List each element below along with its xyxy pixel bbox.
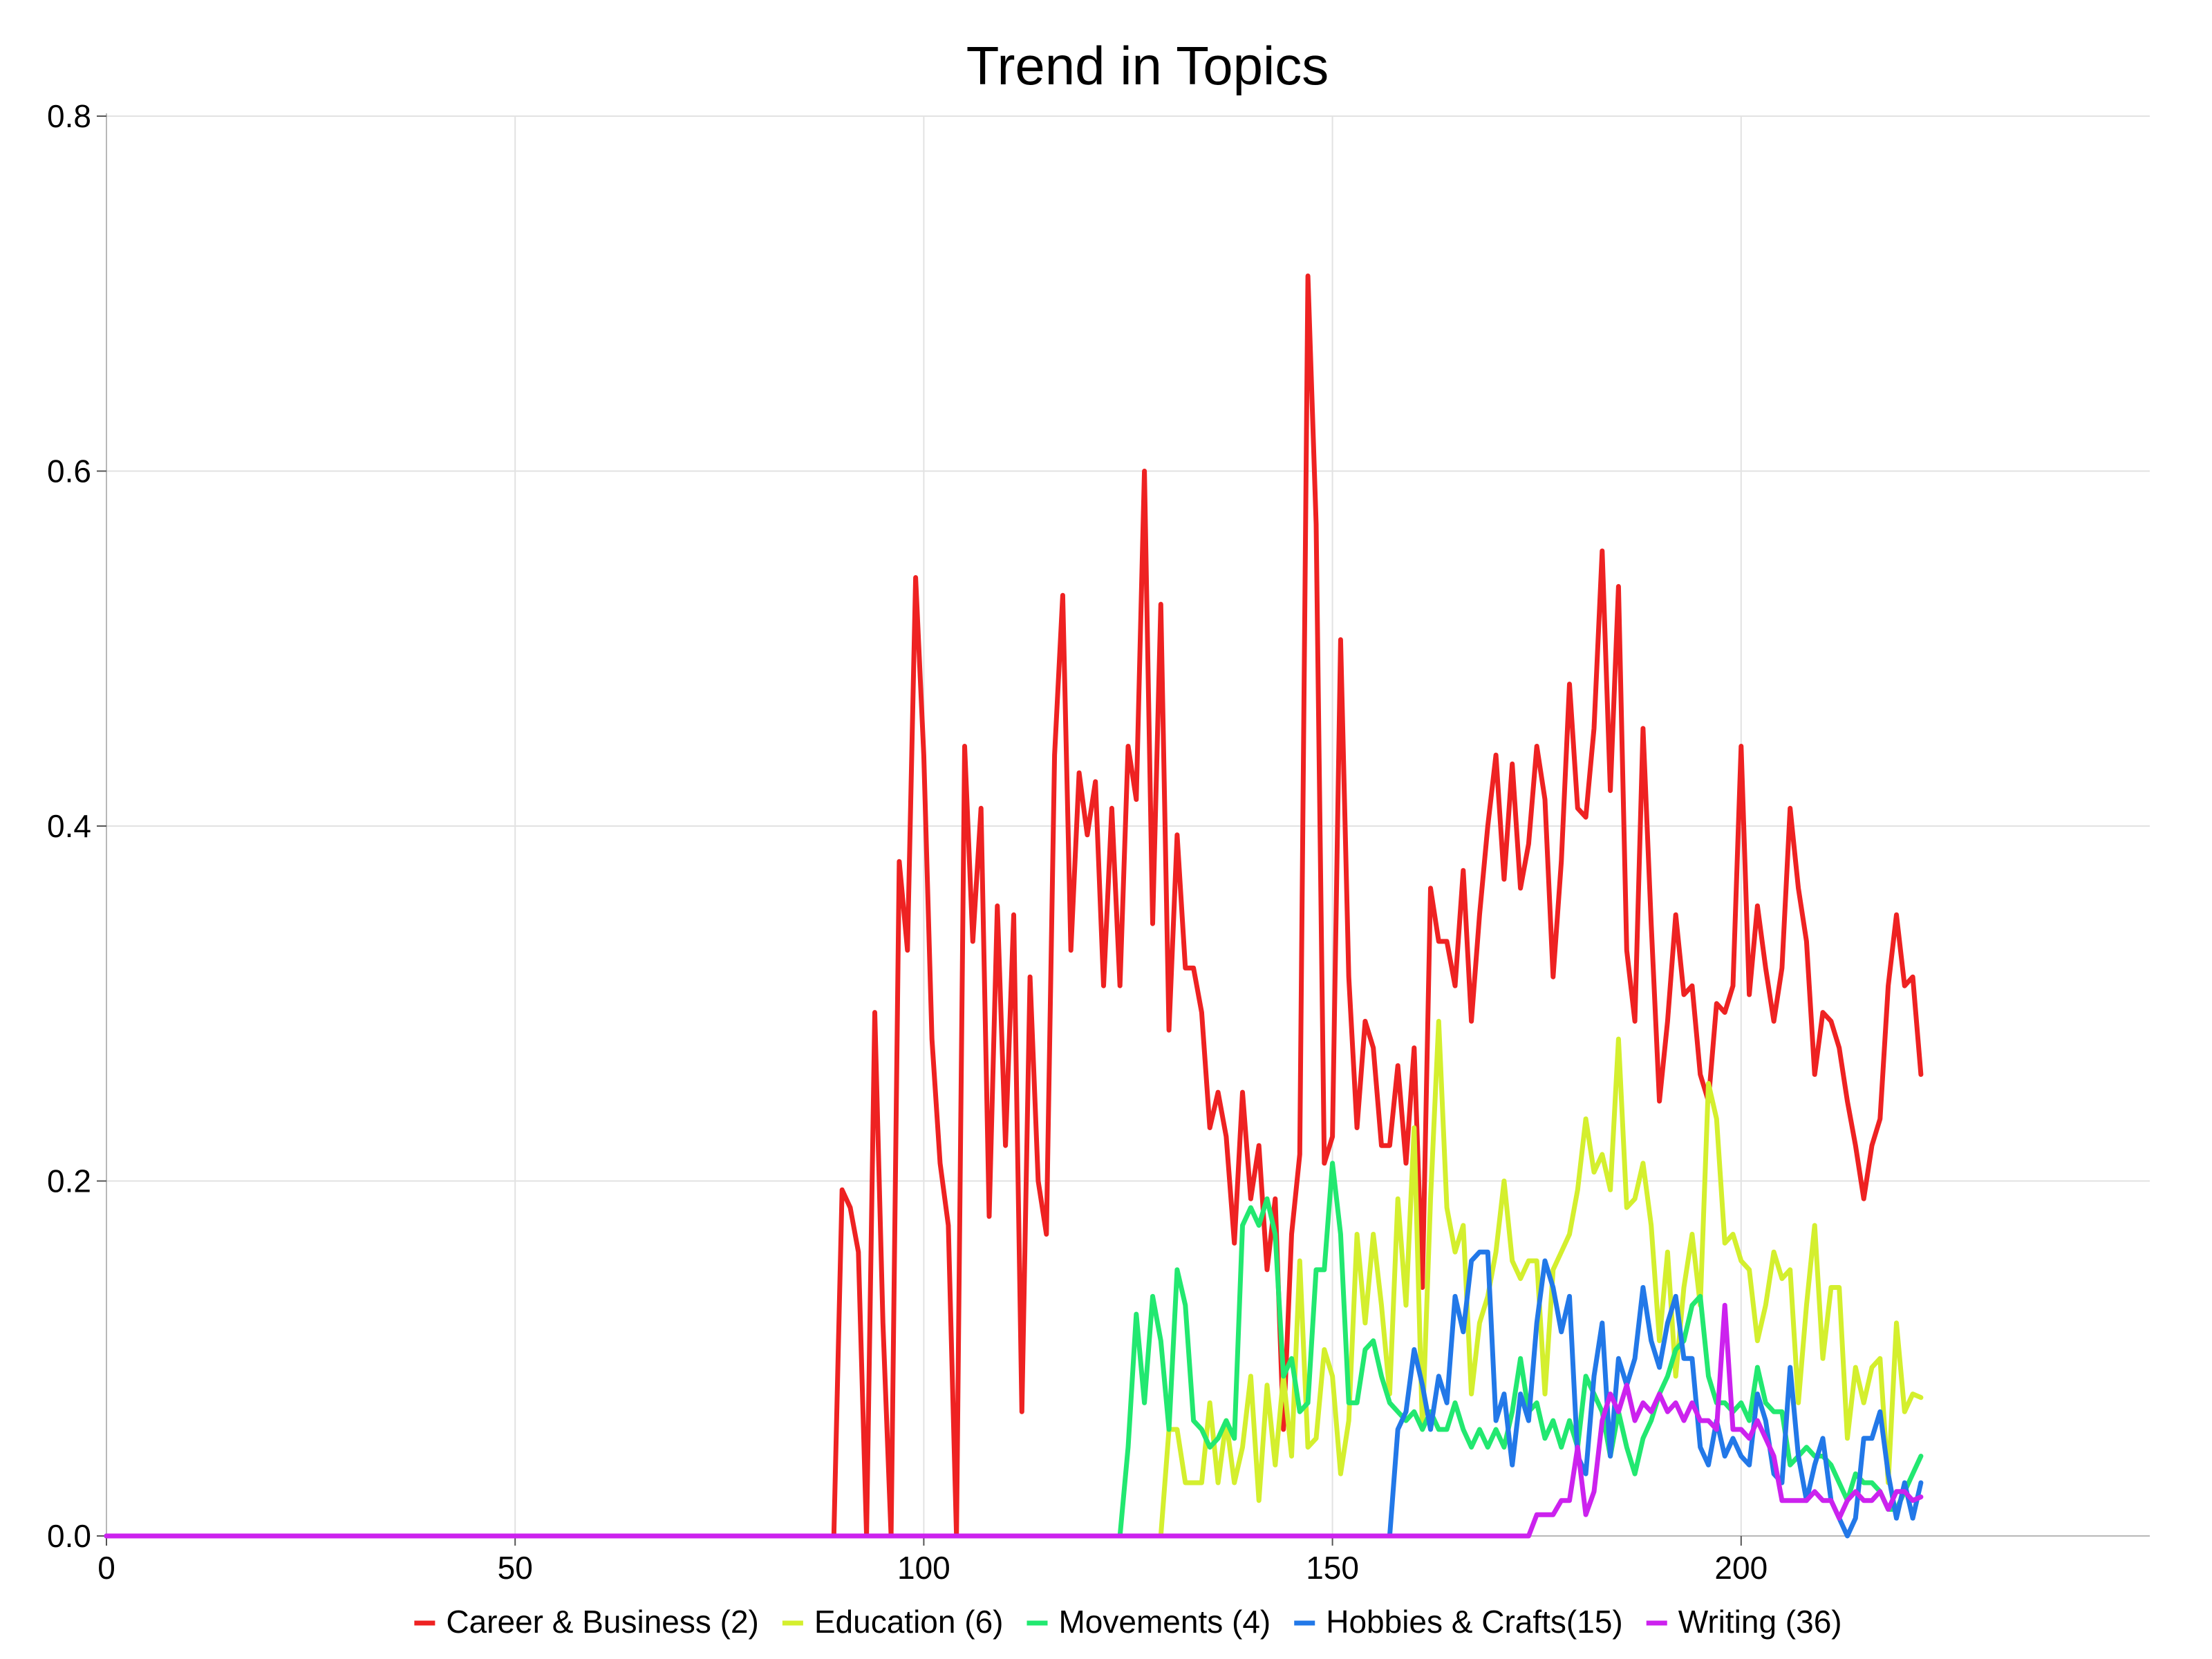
x-tick-label: 0 (97, 1550, 115, 1586)
legend: Career & Business (2) Education (6) Moveme… (414, 1604, 1842, 1640)
legend-label-3: Hobbies & Crafts(15) (1326, 1604, 1623, 1640)
legend-label-2: Movements (4) (1058, 1604, 1271, 1640)
y-tick-label: 0.4 (47, 808, 91, 844)
x-tick-label: 50 (498, 1550, 533, 1586)
series-line-3 (104, 1249, 1924, 1539)
x-tick-label: 200 (1714, 1550, 1768, 1586)
x-tick-label: 100 (897, 1550, 950, 1586)
grid (106, 115, 2150, 1536)
chart-title: Trend in Topics (966, 35, 1329, 96)
legend-label-4: Writing (36) (1678, 1604, 1842, 1640)
y-tick-label: 0.8 (47, 98, 91, 134)
axes: 0 50 100 150 200 0.0 0.2 0.4 0.6 0.8 (47, 98, 2150, 1586)
y-tick-label: 0.6 (47, 453, 91, 489)
plot-lines (104, 273, 1924, 1539)
y-tick-label: 0.2 (47, 1163, 91, 1199)
series-line-0 (104, 273, 1924, 1539)
legend-label-0: Career & Business (2) (446, 1604, 759, 1640)
x-tick-label: 150 (1306, 1550, 1359, 1586)
series-line-1 (104, 1018, 1924, 1539)
y-tick-label: 0.0 (47, 1518, 91, 1554)
series-line-4 (104, 1302, 1924, 1539)
legend-label-1: Education (6) (814, 1604, 1004, 1640)
